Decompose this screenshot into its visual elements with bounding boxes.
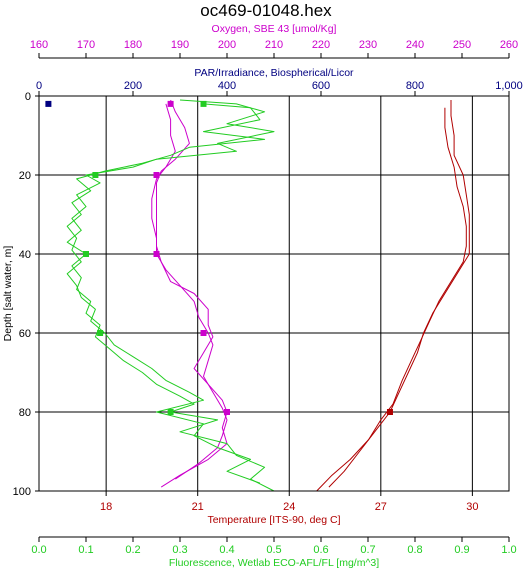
- oxygen-tick-label: 200: [218, 39, 236, 51]
- fluorescence-tick-label: 0.8: [407, 544, 422, 556]
- temperature-tick-label: 30: [466, 501, 478, 513]
- y-tick-label: 40: [19, 249, 31, 261]
- fluorescence-tick-label: 0.6: [313, 544, 328, 556]
- oxygen-axis-label: Oxygen, SBE 43 [umol/Kg]: [212, 23, 337, 35]
- oxygen-tick-label: 230: [359, 39, 377, 51]
- oxygen-tick-label: 170: [77, 39, 95, 51]
- fluorescence-marker: [92, 172, 99, 178]
- fluorescence-marker: [167, 409, 174, 415]
- chart-title: oc469-01048.hex: [200, 1, 332, 20]
- oxygen-tick-label: 180: [124, 39, 142, 51]
- fluorescence-tick-label: 0.1: [78, 544, 93, 556]
- fluorescence-tick-label: 0.3: [172, 544, 187, 556]
- oxygen-tick-label: 260: [500, 39, 518, 51]
- temperature-series-line: [328, 100, 470, 488]
- oxygen-marker: [153, 172, 160, 178]
- fluorescence-marker: [83, 251, 89, 257]
- par-tick-label: 200: [124, 80, 142, 92]
- fluorescence-marker: [97, 330, 104, 336]
- temperature-axis-label: Temperature [ITS-90, deg C]: [207, 514, 340, 526]
- fluorescence-tick-label: 0.4: [219, 544, 234, 556]
- y-tick-label: 0: [25, 91, 31, 103]
- series: [47, 99, 470, 492]
- oxygen-series-line: [156, 99, 228, 488]
- par-tick-label: 800: [406, 80, 424, 92]
- oxygen-marker: [224, 409, 230, 415]
- fluorescence-tick-label: 0.5: [266, 544, 281, 556]
- oxygen-marker: [153, 251, 160, 257]
- axes: 0 20 40 60 80 100 Depth [salt water, m] 160 170 1…: [2, 23, 523, 568]
- plot-frame: [38, 95, 510, 492]
- fluorescence-tick-label: 0.9: [454, 544, 469, 556]
- fluorescence-series-line: [66, 103, 266, 484]
- temperature-tick-label: 27: [375, 501, 387, 513]
- oxygen-tick-label: 220: [312, 39, 330, 51]
- fluorescence-tick-label: 0.0: [31, 544, 46, 556]
- temperature-series-line: [316, 107, 467, 492]
- par-tick-label: 1,000: [495, 80, 523, 92]
- par-axis-label: PAR/Irradiance, Biospherical/Licor: [194, 67, 354, 79]
- fluorescence-tick-label: 1.0: [501, 544, 516, 556]
- fluorescence-marker: [200, 100, 207, 107]
- fluorescence-tick-label: 0.7: [360, 544, 375, 556]
- par-tick-label: 400: [218, 80, 236, 92]
- fluorescence-tick-label: 0.2: [125, 544, 140, 556]
- temperature-tick-label: 18: [100, 501, 112, 513]
- fluorescence-axis-label: Fluorescence, Wetlab ECO-AFL/FL [mg/m^3]: [169, 557, 379, 568]
- oxygen-tick-label: 190: [171, 39, 189, 51]
- temperature-tick-label: 21: [192, 501, 204, 513]
- par-marker: [45, 100, 52, 107]
- par-tick-label: 0: [36, 80, 42, 92]
- oxygen-tick-label: 250: [453, 39, 471, 51]
- oxygen-series-line: [151, 103, 228, 480]
- temperature-marker: [386, 409, 393, 415]
- y-axis-label: Depth [salt water, m]: [2, 246, 14, 342]
- markers: [45, 100, 393, 415]
- oxygen-tick-label: 160: [30, 39, 48, 51]
- oxygen-tick-label: 240: [406, 39, 424, 51]
- y-tick-label: 20: [19, 170, 31, 182]
- y-tick-label: 60: [19, 328, 31, 340]
- temperature-tick-label: 24: [283, 501, 295, 513]
- oxygen-marker: [200, 330, 207, 336]
- par-tick-label: 600: [312, 80, 330, 92]
- oxygen-tick-label: 210: [265, 39, 283, 51]
- oxygen-marker: [167, 100, 174, 107]
- fluorescence-series-line: [66, 99, 275, 492]
- y-tick-label: 100: [13, 486, 31, 498]
- y-tick-label: 80: [19, 407, 31, 419]
